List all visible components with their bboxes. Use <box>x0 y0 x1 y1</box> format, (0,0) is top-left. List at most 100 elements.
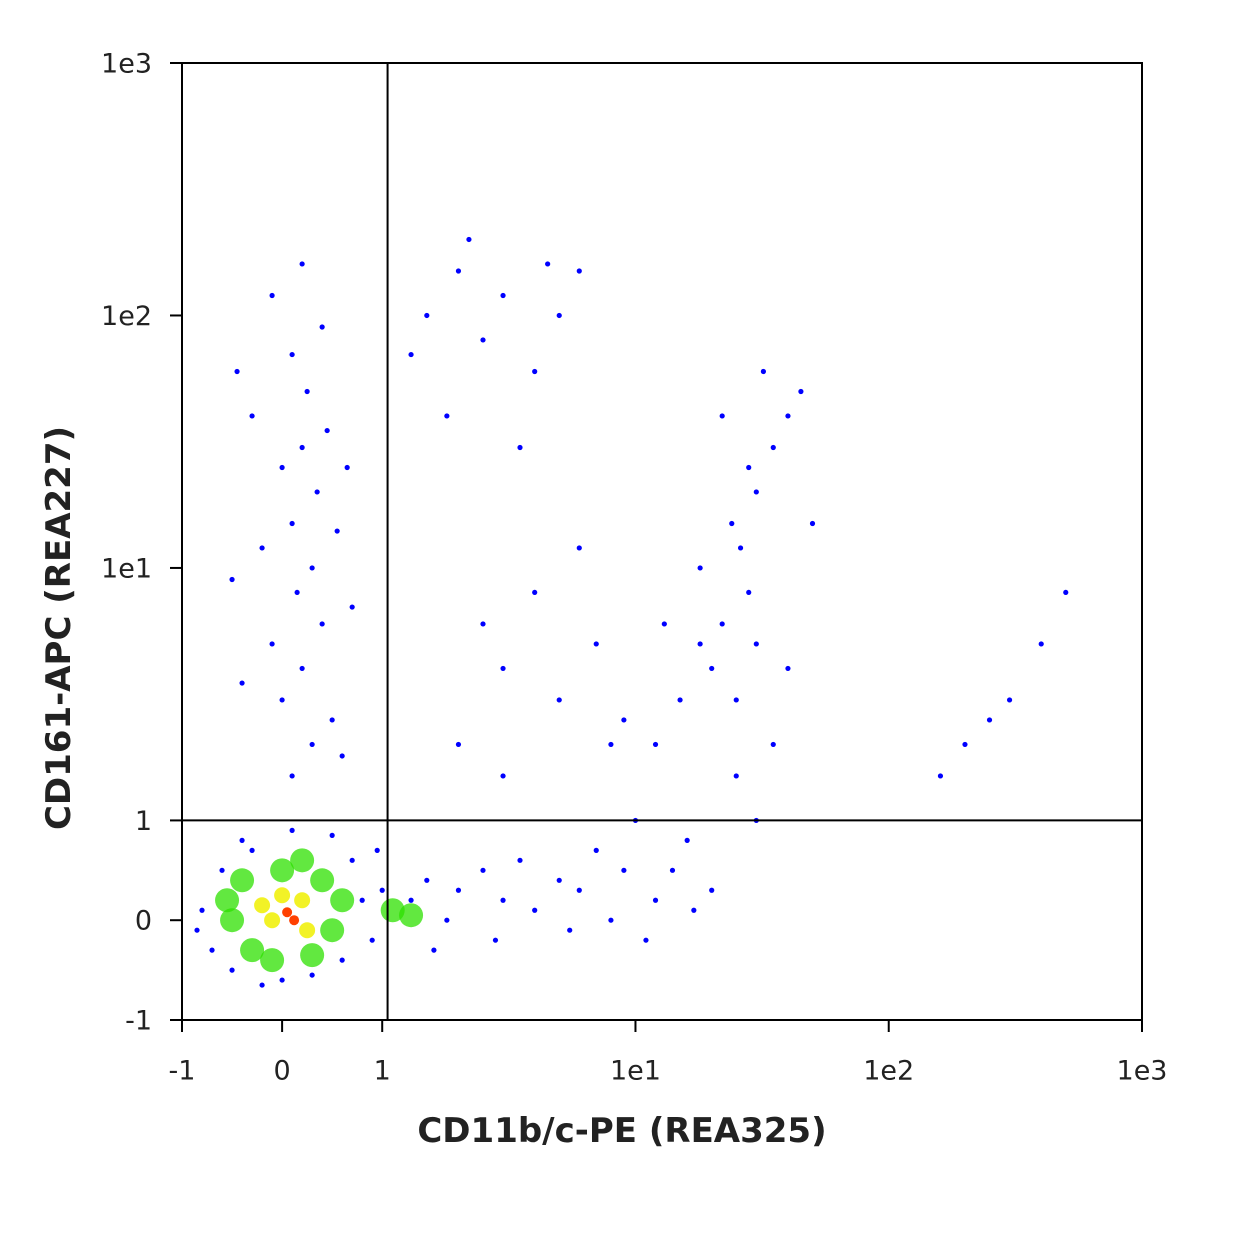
data-point <box>215 888 240 913</box>
data-point <box>209 947 215 953</box>
data-point <box>279 697 285 703</box>
y-tick-label: -1 <box>125 1006 152 1037</box>
data-point <box>669 867 676 873</box>
data-point <box>309 565 315 571</box>
data-point <box>593 641 599 647</box>
data-point <box>289 520 295 527</box>
data-point <box>455 268 462 274</box>
data-point <box>270 858 295 883</box>
data-point <box>733 697 739 703</box>
data-point <box>249 413 255 419</box>
data-point <box>753 489 759 495</box>
data-point <box>753 641 759 647</box>
data-point <box>621 717 627 723</box>
data-point <box>279 977 285 983</box>
data-point <box>229 576 235 583</box>
data-point <box>500 897 506 903</box>
data-point <box>517 444 523 451</box>
data-point <box>359 897 365 903</box>
data-point <box>240 938 265 963</box>
x-tick-label: 1e3 <box>1117 1056 1168 1087</box>
data-point <box>746 589 752 596</box>
data-point <box>324 427 330 434</box>
x-axis-title: CD11b/c-PE (REA325) <box>417 1111 826 1151</box>
data-point <box>593 847 599 853</box>
data-point <box>770 741 776 748</box>
data-point <box>339 957 345 963</box>
data-point <box>545 261 551 267</box>
data-point <box>259 982 265 988</box>
data-point <box>746 464 752 471</box>
data-point <box>567 927 573 933</box>
data-point <box>785 665 791 672</box>
data-point <box>239 680 245 686</box>
data-point <box>643 937 649 943</box>
data-point <box>652 741 659 748</box>
data-point <box>532 368 538 375</box>
data-point <box>798 388 804 395</box>
data-point <box>500 665 506 672</box>
data-point <box>455 741 462 748</box>
data-point <box>304 388 310 395</box>
data-point <box>424 312 430 319</box>
data-point <box>329 832 335 838</box>
data-point <box>408 351 414 358</box>
y-tick-label: 1 <box>135 806 152 837</box>
data-point <box>652 897 659 903</box>
data-point <box>444 917 450 923</box>
data-point <box>289 827 295 833</box>
data-point <box>269 641 275 647</box>
data-point <box>697 565 703 571</box>
data-point <box>289 915 300 926</box>
data-point <box>444 413 450 419</box>
data-point <box>455 887 462 893</box>
data-point <box>809 520 816 527</box>
data-point <box>556 877 562 883</box>
data-point <box>608 917 614 923</box>
data-point <box>729 520 735 527</box>
data-point <box>249 847 255 853</box>
data-point <box>719 413 725 419</box>
data-point <box>691 907 697 913</box>
data-point <box>230 868 255 893</box>
data-point <box>334 528 340 534</box>
y-tick-label: 1e3 <box>101 49 152 80</box>
x-tick-label: 1e2 <box>863 1056 914 1087</box>
data-point <box>785 413 791 419</box>
data-point <box>199 907 205 913</box>
data-point <box>239 837 245 843</box>
data-point <box>330 888 355 913</box>
data-point <box>480 621 486 627</box>
data-point <box>314 489 320 495</box>
data-point <box>229 967 235 973</box>
data-point <box>1038 641 1044 647</box>
data-point <box>349 857 355 863</box>
data-point <box>661 621 667 627</box>
data-point <box>339 753 345 759</box>
data-point <box>294 892 311 909</box>
data-point <box>986 717 993 723</box>
data-point <box>532 907 538 913</box>
data-point <box>500 292 506 299</box>
data-point <box>259 545 265 551</box>
data-point <box>299 665 305 672</box>
data-point <box>260 948 285 973</box>
data-point <box>279 464 285 471</box>
data-point <box>608 741 614 748</box>
data-point <box>234 368 240 375</box>
data-point <box>344 464 350 471</box>
data-point <box>500 773 506 779</box>
x-tick-label: -1 <box>169 1056 196 1087</box>
data-point <box>719 621 725 627</box>
data-point <box>1063 589 1069 596</box>
data-point <box>709 665 715 672</box>
data-point <box>760 368 767 375</box>
data-point <box>399 903 424 928</box>
data-point <box>194 927 200 933</box>
y-tick-label: 0 <box>135 906 152 937</box>
data-point <box>269 292 275 299</box>
data-point <box>937 773 944 779</box>
data-point <box>770 444 776 451</box>
data-point <box>480 337 486 343</box>
